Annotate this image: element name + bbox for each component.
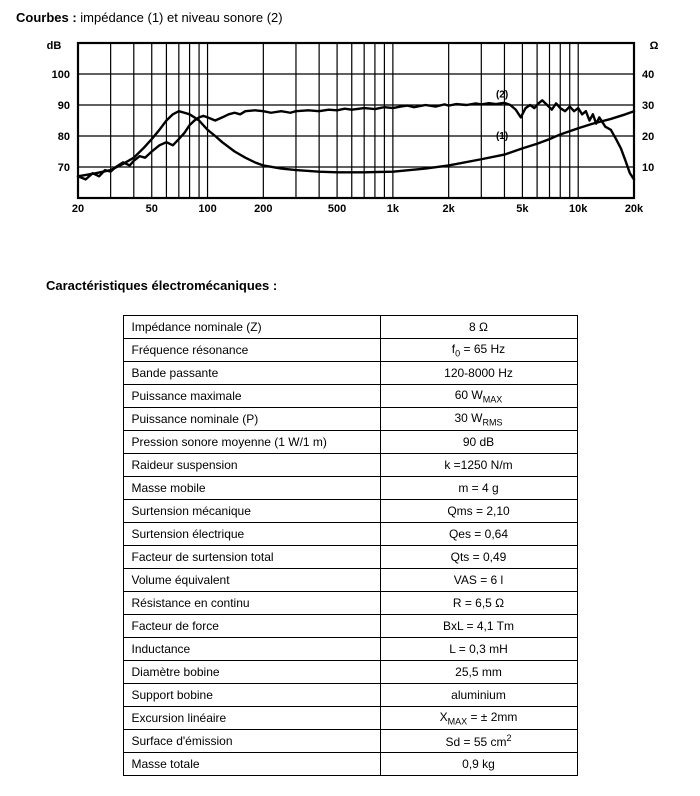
table-row: Volume équivalentVAS = 6 l	[123, 569, 577, 592]
svg-text:50: 50	[146, 203, 158, 215]
table-row: Bande passante120-8000 Hz	[123, 362, 577, 385]
svg-text:40: 40	[642, 69, 654, 81]
table-row: Impédance nominale (Z)8 Ω	[123, 316, 577, 339]
chart-header: Courbes : impédance (1) et niveau sonore…	[16, 10, 684, 25]
table-row: Surtension mécaniqueQms = 2,10	[123, 500, 577, 523]
svg-text:10k: 10k	[569, 203, 588, 215]
spec-label: Support bobine	[123, 684, 380, 707]
svg-text:(1): (1)	[496, 131, 508, 142]
spec-value: k =1250 N/m	[380, 454, 577, 477]
table-row: Diamètre bobine25,5 mm	[123, 661, 577, 684]
spec-value: f0 = 65 Hz	[380, 339, 577, 362]
spec-label: Diamètre bobine	[123, 661, 380, 684]
table-row: Surface d'émissionSd = 55 cm2	[123, 730, 577, 753]
table-row: Fréquence résonancef0 = 65 Hz	[123, 339, 577, 362]
table-row: Résistance en continuR = 6,5 Ω	[123, 592, 577, 615]
table-row: Facteur de forceBxL = 4,1 Tm	[123, 615, 577, 638]
svg-text:20: 20	[72, 203, 84, 215]
table-row: Pression sonore moyenne (1 W/1 m)90 dB	[123, 431, 577, 454]
spec-label: Fréquence résonance	[123, 339, 380, 362]
table-row: Puissance nominale (P)30 WRMS	[123, 408, 577, 431]
spec-value: Qts = 0,49	[380, 546, 577, 569]
svg-text:2k: 2k	[443, 203, 456, 215]
spec-value: 90 dB	[380, 431, 577, 454]
spec-label: Surtension électrique	[123, 523, 380, 546]
chart-header-bold: Courbes :	[16, 10, 77, 25]
spec-value: aluminium	[380, 684, 577, 707]
spec-label: Masse mobile	[123, 477, 380, 500]
svg-text:30: 30	[642, 100, 654, 112]
chart-container: 20 50 100 200 500 1k 2k 5k 10k 20k 70 80 90 100 dB 10 20…	[30, 33, 670, 238]
svg-text:80: 80	[58, 131, 70, 143]
svg-text:100: 100	[52, 69, 70, 81]
spec-value: 120-8000 Hz	[380, 362, 577, 385]
table-row: Masse totale0,9 kg	[123, 753, 577, 776]
spec-value: XMAX = ± 2mm	[380, 707, 577, 730]
spec-value: m = 4 g	[380, 477, 577, 500]
spec-value: 30 WRMS	[380, 408, 577, 431]
table-row: Surtension électriqueQes = 0,64	[123, 523, 577, 546]
svg-text:Ω: Ω	[650, 40, 659, 52]
svg-text:90: 90	[58, 100, 70, 112]
spec-value: 0,9 kg	[380, 753, 577, 776]
spec-label: Facteur de surtension total	[123, 546, 380, 569]
spec-label: Surface d'émission	[123, 730, 380, 753]
svg-text:20k: 20k	[625, 203, 644, 215]
spec-value: BxL = 4,1 Tm	[380, 615, 577, 638]
svg-text:dB: dB	[47, 40, 62, 52]
spec-label: Volume équivalent	[123, 569, 380, 592]
spec-table: Impédance nominale (Z)8 ΩFréquence réson…	[123, 315, 578, 776]
spec-value: 60 WMAX	[380, 385, 577, 408]
table-row: Excursion linéaireXMAX = ± 2mm	[123, 707, 577, 730]
page: Courbes : impédance (1) et niveau sonore…	[0, 0, 700, 796]
spec-value: Sd = 55 cm2	[380, 730, 577, 753]
spec-label: Surtension mécanique	[123, 500, 380, 523]
svg-text:200: 200	[254, 203, 272, 215]
spec-value: L = 0,3 mH	[380, 638, 577, 661]
spec-label: Impédance nominale (Z)	[123, 316, 380, 339]
table-row: Raideur suspensionk =1250 N/m	[123, 454, 577, 477]
table-title: Caractéristiques électromécaniques :	[46, 278, 684, 293]
table-row: Puissance maximale60 WMAX	[123, 385, 577, 408]
svg-text:20: 20	[642, 131, 654, 143]
chart-header-rest: impédance (1) et niveau sonore (2)	[77, 10, 283, 25]
spec-label: Masse totale	[123, 753, 380, 776]
spec-label: Excursion linéaire	[123, 707, 380, 730]
impedance-spl-chart: 20 50 100 200 500 1k 2k 5k 10k 20k 70 80 90 100 dB 10 20…	[30, 33, 670, 233]
table-row: Support bobinealuminium	[123, 684, 577, 707]
spec-value: VAS = 6 l	[380, 569, 577, 592]
spec-value: 25,5 mm	[380, 661, 577, 684]
svg-text:10: 10	[642, 162, 654, 174]
svg-text:(2): (2)	[496, 89, 508, 100]
spec-label: Résistance en continu	[123, 592, 380, 615]
svg-text:5k: 5k	[516, 203, 529, 215]
svg-text:100: 100	[198, 203, 216, 215]
spec-value: Qes = 0,64	[380, 523, 577, 546]
spec-label: Bande passante	[123, 362, 380, 385]
spec-label: Puissance nominale (P)	[123, 408, 380, 431]
svg-text:1k: 1k	[387, 203, 400, 215]
spec-label: Puissance maximale	[123, 385, 380, 408]
spec-label: Raideur suspension	[123, 454, 380, 477]
table-row: Masse mobilem = 4 g	[123, 477, 577, 500]
spec-label: Pression sonore moyenne (1 W/1 m)	[123, 431, 380, 454]
table-row: Facteur de surtension totalQts = 0,49	[123, 546, 577, 569]
spec-label: Facteur de force	[123, 615, 380, 638]
spec-value: 8 Ω	[380, 316, 577, 339]
svg-text:500: 500	[328, 203, 346, 215]
table-row: InductanceL = 0,3 mH	[123, 638, 577, 661]
spec-value: R = 6,5 Ω	[380, 592, 577, 615]
svg-text:70: 70	[58, 162, 70, 174]
spec-value: Qms = 2,10	[380, 500, 577, 523]
spec-label: Inductance	[123, 638, 380, 661]
